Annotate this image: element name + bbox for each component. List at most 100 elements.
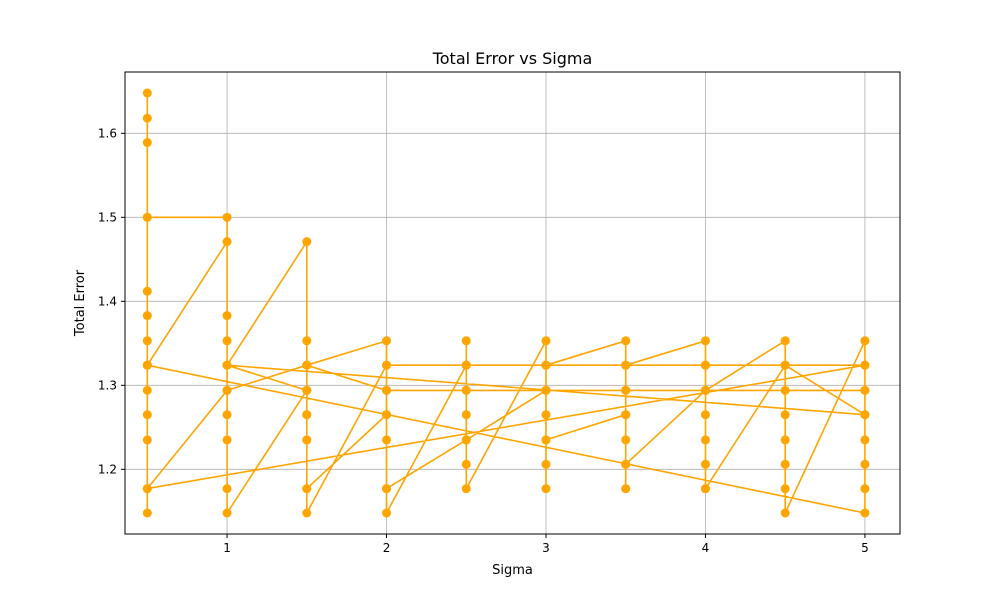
data-point bbox=[382, 484, 392, 494]
data-point bbox=[461, 459, 471, 469]
data-point bbox=[621, 360, 631, 370]
data-point bbox=[860, 410, 870, 420]
x-tick-label: 4 bbox=[702, 541, 710, 555]
y-axis-label: Total Error bbox=[73, 269, 88, 337]
data-point bbox=[541, 459, 551, 469]
y-axis-ticks: 1.2 1.3 1.4 1.5 1.6 bbox=[98, 126, 125, 476]
data-point bbox=[222, 237, 232, 247]
x-tick-label: 3 bbox=[542, 541, 550, 555]
data-point bbox=[142, 336, 152, 346]
data-point bbox=[222, 212, 232, 222]
y-tick-label: 1.4 bbox=[98, 294, 117, 308]
data-point bbox=[142, 410, 152, 420]
data-point bbox=[780, 508, 790, 518]
data-point bbox=[382, 508, 392, 518]
data-point bbox=[860, 385, 870, 395]
data-point bbox=[621, 336, 631, 346]
data-point bbox=[302, 410, 312, 420]
series-layer bbox=[142, 88, 870, 518]
data-point bbox=[780, 459, 790, 469]
y-tick-label: 1.2 bbox=[98, 462, 117, 476]
data-point bbox=[700, 435, 710, 445]
data-point bbox=[222, 410, 232, 420]
data-point bbox=[461, 435, 471, 445]
data-point bbox=[382, 410, 392, 420]
data-point bbox=[541, 410, 551, 420]
data-point bbox=[700, 385, 710, 395]
data-point bbox=[860, 360, 870, 370]
data-point bbox=[302, 385, 312, 395]
data-point bbox=[860, 459, 870, 469]
data-point bbox=[222, 484, 232, 494]
chart-title: Total Error vs Sigma bbox=[432, 49, 593, 68]
data-point bbox=[222, 311, 232, 321]
data-point bbox=[142, 113, 152, 123]
data-point bbox=[142, 88, 152, 98]
data-point bbox=[302, 336, 312, 346]
data-point bbox=[302, 508, 312, 518]
data-point bbox=[142, 484, 152, 494]
data-point bbox=[142, 212, 152, 222]
data-point bbox=[860, 435, 870, 445]
data-point bbox=[700, 336, 710, 346]
data-point bbox=[461, 410, 471, 420]
data-point bbox=[780, 435, 790, 445]
data-point bbox=[541, 385, 551, 395]
data-point bbox=[382, 360, 392, 370]
data-point bbox=[780, 410, 790, 420]
data-point bbox=[382, 336, 392, 346]
data-point bbox=[142, 435, 152, 445]
data-point bbox=[780, 385, 790, 395]
plot-frame bbox=[124, 71, 901, 535]
data-point bbox=[700, 410, 710, 420]
data-point bbox=[461, 385, 471, 395]
data-point bbox=[860, 508, 870, 518]
data-point bbox=[382, 385, 392, 395]
data-point bbox=[700, 459, 710, 469]
x-tick-label: 1 bbox=[223, 541, 231, 555]
data-point bbox=[860, 336, 870, 346]
data-point bbox=[222, 336, 232, 346]
data-point bbox=[700, 360, 710, 370]
data-point bbox=[541, 360, 551, 370]
x-tick-label: 2 bbox=[383, 541, 391, 555]
x-axis-label: Sigma bbox=[492, 563, 533, 578]
data-point bbox=[700, 484, 710, 494]
data-point bbox=[302, 435, 312, 445]
data-point bbox=[621, 435, 631, 445]
data-point bbox=[302, 237, 312, 247]
y-tick-label: 1.3 bbox=[98, 378, 117, 392]
x-axis-ticks: 1 2 3 4 5 bbox=[223, 534, 869, 555]
data-point bbox=[222, 385, 232, 395]
data-point bbox=[621, 410, 631, 420]
data-point bbox=[461, 484, 471, 494]
data-point bbox=[142, 286, 152, 296]
grid bbox=[125, 72, 900, 534]
data-point bbox=[142, 138, 152, 148]
data-point bbox=[142, 360, 152, 370]
data-point bbox=[780, 360, 790, 370]
data-point bbox=[780, 336, 790, 346]
data-point bbox=[621, 484, 631, 494]
data-point bbox=[222, 435, 232, 445]
data-point bbox=[461, 336, 471, 346]
data-point bbox=[621, 385, 631, 395]
data-point bbox=[302, 360, 312, 370]
data-point bbox=[461, 360, 471, 370]
y-tick-label: 1.6 bbox=[98, 126, 117, 140]
y-tick-label: 1.5 bbox=[98, 210, 117, 224]
data-point bbox=[621, 459, 631, 469]
data-point bbox=[541, 484, 551, 494]
data-point bbox=[222, 360, 232, 370]
data-point bbox=[541, 336, 551, 346]
data-point bbox=[780, 484, 790, 494]
data-point bbox=[142, 311, 152, 321]
data-point bbox=[142, 508, 152, 518]
data-point bbox=[222, 508, 232, 518]
data-point bbox=[541, 435, 551, 445]
x-tick-label: 5 bbox=[861, 541, 869, 555]
series-line bbox=[146, 93, 866, 514]
